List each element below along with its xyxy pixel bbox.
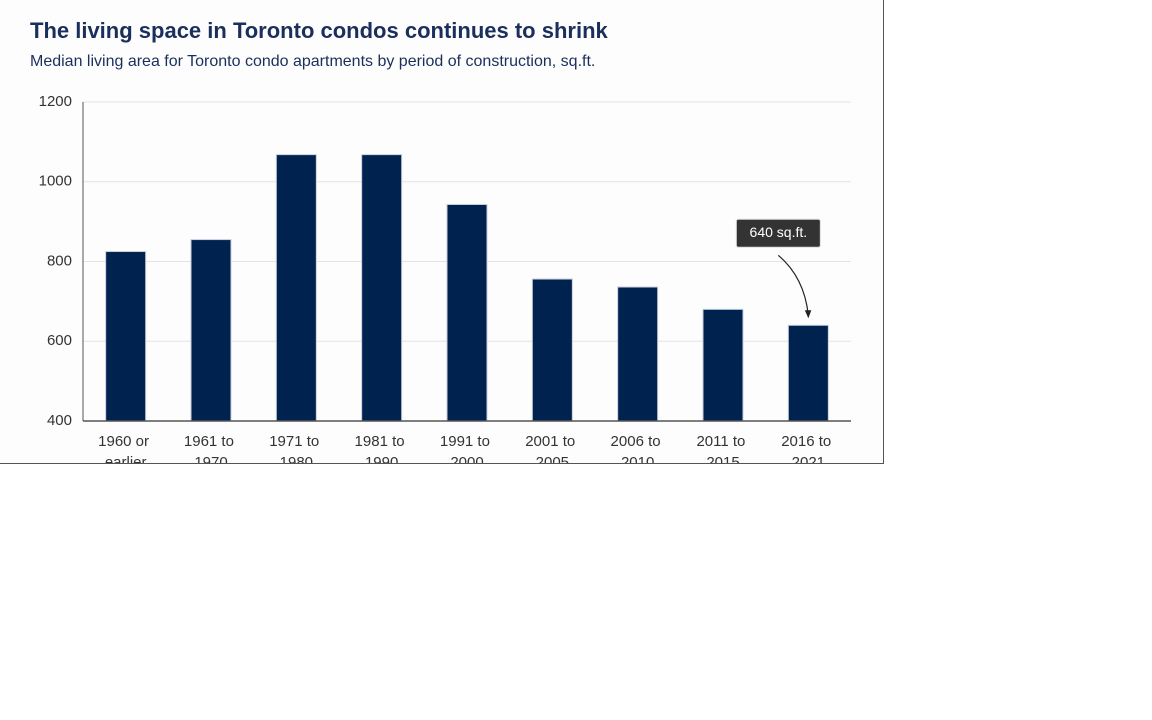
chart-title: The living space in Toronto condos conti… [30,18,609,43]
x-tick-label-line: 1991 to [440,433,494,450]
x-tick-label: 2016 to 2021 [781,433,835,463]
annotation-arrowhead [804,310,812,319]
bar [702,308,744,422]
y-tick-label: 1200 [39,93,72,110]
x-tick-label: 2006 to 2010 [611,433,665,463]
x-tick-label-line: 1980 [280,454,313,463]
x-tick-label-line: 2011 to [696,433,749,450]
annotation-arrow [777,254,809,316]
x-tick-label-line: 2021 [792,454,825,463]
x-tick-label: 1991 to 2000 [440,433,494,463]
bar [361,154,403,422]
x-tick-label-line: 1970 [194,454,227,463]
bar [190,239,232,422]
bar [787,324,829,422]
bar [275,154,317,422]
x-tick-label: 2011 to 2015 [696,433,749,463]
annotation-text: 640 sq.ft. [750,224,808,240]
x-tick-label: 1961 to 1970 [184,433,238,463]
x-tick-label-line: 1961 to [184,433,238,450]
x-tick-label: 1981 to 1990 [355,433,409,463]
chart: The living space in Toronto condos conti… [30,18,851,463]
x-tick-label-line: 1990 [365,454,398,463]
x-tick-label-line: 1960 or [98,433,153,450]
x-tick-label-line: 2015 [706,454,739,463]
chart-panel: The living space in Toronto condos conti… [0,0,884,464]
bar [105,251,147,422]
y-tick-label: 600 [47,332,72,349]
x-tick-label-line: 2001 to [525,433,579,450]
bar [446,203,488,422]
y-tick-label: 800 [47,252,72,269]
x-tick-label-line: 2006 to [611,433,665,450]
bar [617,286,659,422]
x-tick-label-line: 2010 [621,454,654,463]
y-tick-label: 400 [47,412,72,429]
x-tick-label-line: earlier [105,454,147,463]
x-tick-label: 2001 to 2005 [525,433,579,463]
x-tick-label-line: 1971 to [269,433,323,450]
x-tick-label-line: 2005 [536,454,569,463]
x-tick-label-line: 2016 to [781,433,835,450]
x-tick-label-line: 2000 [450,454,483,463]
x-tick-label: 1960 or earlier [98,433,153,463]
x-tick-label-line: 1981 to [355,433,409,450]
x-tick-label: 1971 to 1980 [269,433,323,463]
chart-subtitle: Median living area for Toronto condo apa… [30,53,595,70]
annotation-box [735,218,821,248]
y-tick-label: 1000 [39,173,72,190]
bar [531,278,573,422]
